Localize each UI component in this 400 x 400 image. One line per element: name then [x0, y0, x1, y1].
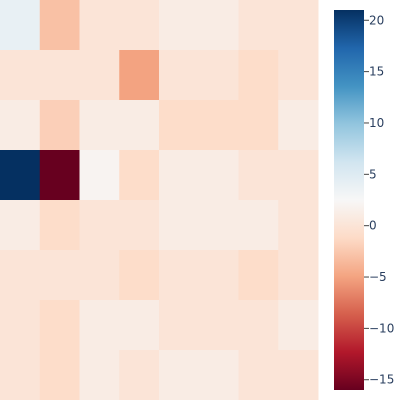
heatmap-cell-r3-c5 [198, 150, 239, 201]
colorbar: 20 15 10 5 0 −5 −10 −15 [334, 10, 394, 390]
heatmap-cell-r3-c0 [0, 150, 41, 201]
heatmap-cell-r2-c4 [159, 100, 200, 151]
heatmap-cell-r5-c7 [278, 250, 319, 301]
heatmap-cell-r4-c0 [0, 200, 41, 251]
heatmap-cell-r4-c2 [79, 200, 120, 251]
heatmap-cell-r2-c7 [278, 100, 319, 151]
heatmap-cell-r6-c2 [79, 300, 120, 351]
heatmap-cell-r1-c2 [79, 50, 120, 101]
heatmap-cell-r6-c0 [0, 300, 41, 351]
heatmap-cell-r0-c5 [198, 0, 239, 51]
colorbar-tick-label: −10 [369, 321, 394, 335]
heatmap-cell-r0-c1 [39, 0, 80, 51]
heatmap-cell-r3-c7 [278, 150, 319, 201]
heatmap-cell-r0-c7 [278, 0, 319, 51]
heatmap-cell-r0-c6 [238, 0, 279, 51]
colorbar-tick-label: −15 [369, 373, 394, 387]
heatmap-cell-r4-c6 [238, 200, 279, 251]
heatmap-cell-r6-c4 [159, 300, 200, 351]
heatmap-cell-r7-c6 [238, 350, 279, 400]
heatmap-cell-r2-c3 [119, 100, 160, 151]
heatmap-cell-r0-c2 [79, 0, 120, 51]
heatmap-cell-r5-c5 [198, 250, 239, 301]
heatmap-cell-r7-c2 [79, 350, 120, 400]
heatmap-cell-r1-c0 [0, 50, 41, 101]
colorbar-gradient-bar [334, 10, 364, 390]
heatmap-cell-r3-c3 [119, 150, 160, 201]
heatmap-cell-r4-c4 [159, 200, 200, 251]
colorbar-tick-label: 15 [369, 65, 384, 79]
heatmap-cell-r0-c3 [119, 0, 160, 51]
heatmap-cell-r5-c1 [39, 250, 80, 301]
colorbar-tick-label: 0 [369, 219, 377, 233]
heatmap-cell-r0-c0 [0, 0, 41, 51]
heatmap-cell-r2-c6 [238, 100, 279, 151]
heatmap-cell-r6-c7 [278, 300, 319, 351]
heatmap-cell-r4-c1 [39, 200, 80, 251]
heatmap-cell-r0-c4 [159, 0, 200, 51]
heatmap-plot-area [0, 0, 319, 400]
heatmap-cell-r4-c7 [278, 200, 319, 251]
heatmap-cell-r6-c6 [238, 300, 279, 351]
heatmap-cell-r5-c6 [238, 250, 279, 301]
heatmap-cell-r5-c2 [79, 250, 120, 301]
colorbar-tick-label: −5 [369, 270, 387, 284]
heatmap-cell-r2-c2 [79, 100, 120, 151]
heatmap-cell-r5-c4 [159, 250, 200, 301]
colorbar-tick-label: 20 [369, 13, 384, 27]
heatmap-cell-r2-c1 [39, 100, 80, 151]
heatmap-cell-r6-c3 [119, 300, 160, 351]
heatmap-cell-r7-c3 [119, 350, 160, 400]
heatmap-cell-r6-c5 [198, 300, 239, 351]
heatmap-cell-r4-c5 [198, 200, 239, 251]
heatmap-cell-r3-c6 [238, 150, 279, 201]
heatmap-cell-r1-c6 [238, 50, 279, 101]
heatmap-cell-r1-c1 [39, 50, 80, 101]
heatmap-cell-r7-c0 [0, 350, 41, 400]
heatmap-cell-r3-c4 [159, 150, 200, 201]
heatmap-cell-r5-c3 [119, 250, 160, 301]
heatmap-cell-r1-c7 [278, 50, 319, 101]
heatmap-cell-r6-c1 [39, 300, 80, 351]
heatmap-cell-r5-c0 [0, 250, 41, 301]
heatmap-cell-r2-c5 [198, 100, 239, 151]
heatmap-cell-r1-c3 [119, 50, 160, 101]
heatmap-cell-r7-c1 [39, 350, 80, 400]
heatmap-cell-r7-c7 [278, 350, 319, 400]
colorbar-ticks: 20 15 10 5 0 −5 −10 −15 [364, 13, 394, 387]
colorbar-tick-label: 10 [369, 116, 384, 130]
heatmap-cell-r3-c1 [39, 150, 80, 201]
colorbar-tick-label: 5 [369, 167, 377, 181]
heatmap-cell-r2-c0 [0, 100, 41, 151]
heatmap-cell-r1-c4 [159, 50, 200, 101]
heatmap-cell-r7-c4 [159, 350, 200, 400]
heatmap-cell-r1-c5 [198, 50, 239, 101]
heatmap-cell-r7-c5 [198, 350, 239, 400]
heatmap-cell-r3-c2 [79, 150, 120, 201]
heatmap-cell-r4-c3 [119, 200, 160, 251]
